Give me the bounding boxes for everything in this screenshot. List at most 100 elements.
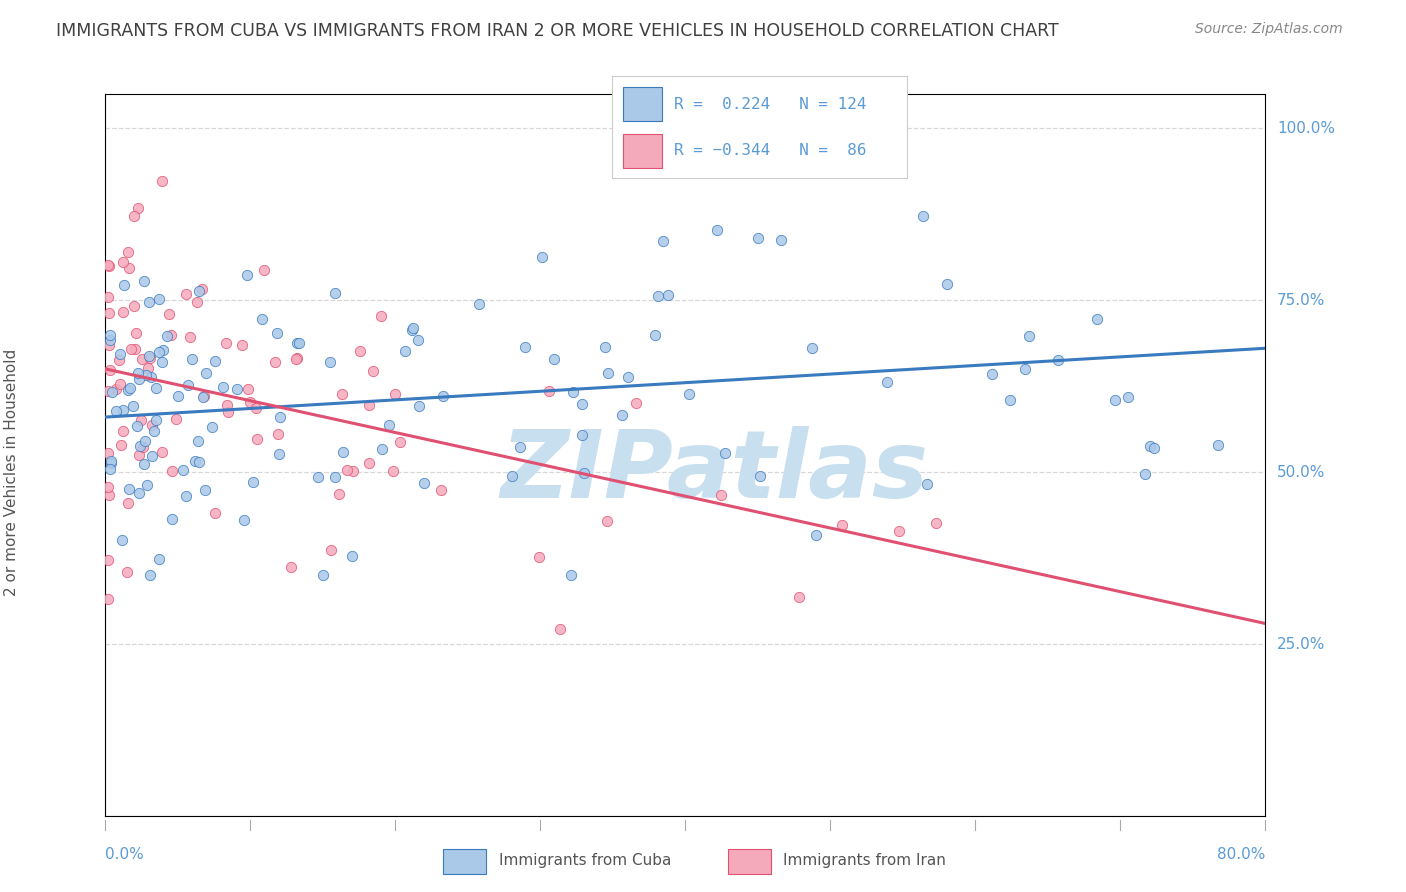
Point: [122, 209, 145, 223]
Text: 75.0%: 75.0%: [1277, 293, 1326, 308]
Point: [98, 338, 121, 352]
Point: [323, 285, 346, 300]
Point: [138, 349, 160, 363]
Point: [361, 364, 384, 378]
Point: [513, 340, 536, 354]
Point: [104, 382, 127, 396]
Point: [122, 299, 145, 313]
Point: [389, 435, 412, 450]
Point: [145, 381, 167, 395]
Text: 0.0%: 0.0%: [105, 847, 145, 863]
Point: [160, 512, 183, 526]
Point: [97, 592, 120, 607]
Text: 100.0%: 100.0%: [1277, 120, 1336, 136]
Point: [323, 470, 346, 484]
Text: ZIPatlas: ZIPatlas: [501, 426, 928, 518]
Point: [371, 442, 394, 457]
Point: [572, 466, 595, 480]
Point: [127, 366, 149, 380]
Point: [332, 445, 354, 459]
Point: [174, 287, 197, 301]
Point: [266, 326, 288, 341]
Point: [413, 475, 436, 490]
Point: [787, 591, 810, 605]
Point: [167, 389, 190, 403]
Point: [117, 383, 139, 397]
Point: [141, 370, 163, 384]
Point: [124, 343, 146, 357]
Point: [644, 327, 666, 342]
Point: [152, 343, 174, 357]
Point: [1104, 393, 1126, 408]
Point: [128, 449, 150, 463]
Point: [217, 405, 239, 419]
Point: [651, 234, 673, 248]
Point: [136, 361, 159, 376]
Point: [186, 294, 208, 309]
Point: [936, 277, 959, 292]
Text: R =  0.224   N = 124: R = 0.224 N = 124: [673, 96, 866, 112]
Point: [187, 434, 209, 448]
Point: [97, 259, 120, 273]
Point: [598, 366, 620, 380]
Point: [117, 245, 139, 260]
Point: [180, 351, 202, 366]
Point: [100, 327, 122, 342]
Point: [165, 412, 187, 426]
Point: [550, 622, 572, 636]
Point: [200, 420, 222, 434]
Point: [467, 297, 489, 311]
Point: [402, 321, 425, 335]
Point: [104, 404, 127, 418]
Point: [250, 311, 273, 326]
Point: [157, 306, 180, 320]
Point: [359, 456, 381, 470]
Point: [125, 419, 148, 434]
Point: [336, 462, 359, 476]
Point: [912, 209, 935, 223]
Point: [129, 412, 152, 426]
Point: [98, 462, 121, 476]
Point: [236, 382, 259, 396]
Point: [112, 254, 135, 268]
Point: [242, 475, 264, 490]
Point: [134, 434, 156, 448]
Point: [384, 387, 406, 401]
Point: [134, 274, 156, 288]
Text: Source: ZipAtlas.com: Source: ZipAtlas.com: [1195, 22, 1343, 37]
Point: [319, 355, 342, 369]
Point: [647, 289, 669, 303]
Point: [381, 465, 404, 479]
Point: [174, 489, 197, 503]
Text: IMMIGRANTS FROM CUBA VS IMMIGRANTS FROM IRAN 2 OR MORE VEHICLES IN HOUSEHOLD COR: IMMIGRANTS FROM CUBA VS IMMIGRANTS FROM …: [56, 22, 1059, 40]
Point: [269, 410, 291, 425]
Point: [148, 345, 170, 359]
Point: [749, 468, 772, 483]
Point: [408, 400, 430, 414]
Point: [129, 439, 152, 453]
Point: [156, 329, 179, 343]
Point: [377, 418, 399, 433]
Point: [194, 483, 217, 498]
Point: [115, 565, 138, 579]
Point: [269, 447, 291, 461]
Point: [267, 426, 290, 441]
Point: [831, 517, 853, 532]
Point: [110, 438, 132, 452]
Point: [713, 446, 735, 460]
Point: [432, 388, 454, 402]
Point: [108, 377, 131, 392]
Point: [678, 387, 700, 401]
Text: R = −0.344   N =  86: R = −0.344 N = 86: [673, 143, 866, 158]
Point: [430, 483, 453, 497]
Point: [141, 418, 163, 433]
FancyBboxPatch shape: [728, 848, 770, 874]
Text: 2 or more Vehicles in Household: 2 or more Vehicles in Household: [4, 349, 18, 596]
Point: [706, 222, 728, 236]
Point: [401, 323, 423, 337]
Point: [128, 486, 150, 500]
Point: [132, 458, 155, 472]
Point: [125, 326, 148, 341]
Point: [98, 306, 121, 320]
Point: [253, 262, 276, 277]
